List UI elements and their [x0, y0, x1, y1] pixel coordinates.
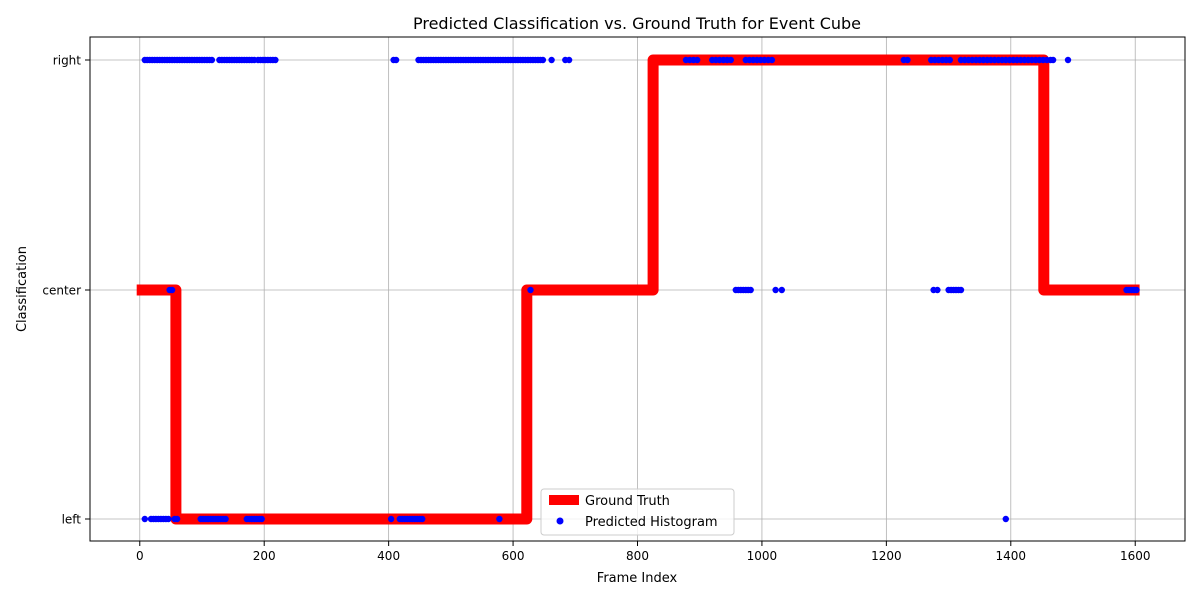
predicted-point	[1133, 286, 1140, 294]
predicted-point	[527, 286, 534, 294]
predicted-point	[272, 56, 279, 64]
ground-truth-line	[136, 54, 1140, 525]
x-tick-label: 1200	[871, 549, 902, 563]
legend-ground-truth-label: Ground Truth	[585, 494, 670, 509]
y-tick-label: center	[42, 284, 81, 298]
predicted-point	[694, 56, 701, 64]
predicted-point	[419, 515, 426, 523]
predicted-point	[496, 515, 503, 523]
x-tick-label: 800	[626, 549, 649, 563]
predicted-point	[539, 56, 547, 64]
x-tick-label: 400	[377, 549, 400, 563]
x-tick-label: 600	[502, 549, 525, 563]
predicted-point	[727, 56, 734, 64]
predicted-point	[772, 286, 779, 294]
y-tick-label: left	[62, 513, 82, 527]
y-axis-label: Classification	[15, 246, 30, 332]
predicted-point	[1002, 515, 1009, 523]
predicted-point	[778, 286, 785, 294]
predicted-point	[565, 56, 573, 64]
legend-box	[540, 488, 735, 536]
predicted-point	[222, 515, 229, 523]
predicted-point	[934, 286, 941, 294]
legend: Ground Truth Predicted Histogram	[540, 488, 735, 536]
x-tick-label: 1400	[996, 549, 1027, 563]
predicted-point	[768, 56, 776, 64]
predicted-point	[392, 56, 400, 64]
predicted-point	[165, 515, 172, 523]
chart-title: Predicted Classification vs. Ground Trut…	[413, 14, 861, 33]
predicted-point	[747, 286, 754, 294]
ground-truth-series	[136, 54, 1140, 525]
x-axis-label: Frame Index	[597, 571, 678, 586]
x-tick-label: 1000	[747, 549, 778, 563]
x-tick-label: 200	[253, 549, 276, 563]
predicted-point	[387, 515, 395, 523]
legend-predicted-label: Predicted Histogram	[585, 515, 718, 530]
predicted-point	[208, 56, 216, 64]
x-tick-label: 0	[136, 549, 144, 563]
predicted-point	[957, 286, 965, 294]
legend-predicted-swatch	[556, 517, 564, 525]
predicted-point	[168, 286, 176, 294]
predicted-series	[141, 56, 1140, 523]
x-axis-ticks: 0 200 400 600 800 1000 1200 1400 1600	[136, 541, 1151, 563]
predicted-point	[946, 56, 953, 64]
y-tick-label: right	[53, 54, 81, 68]
predicted-point	[1049, 56, 1057, 64]
predicted-point	[904, 56, 911, 64]
predicted-point	[258, 515, 265, 523]
predicted-point	[173, 515, 181, 523]
x-tick-label: 1600	[1120, 549, 1151, 563]
predicted-point	[548, 56, 555, 64]
predicted-point	[1064, 56, 1072, 64]
predicted-point	[141, 515, 148, 523]
y-axis-ticks: left center right	[42, 54, 90, 527]
